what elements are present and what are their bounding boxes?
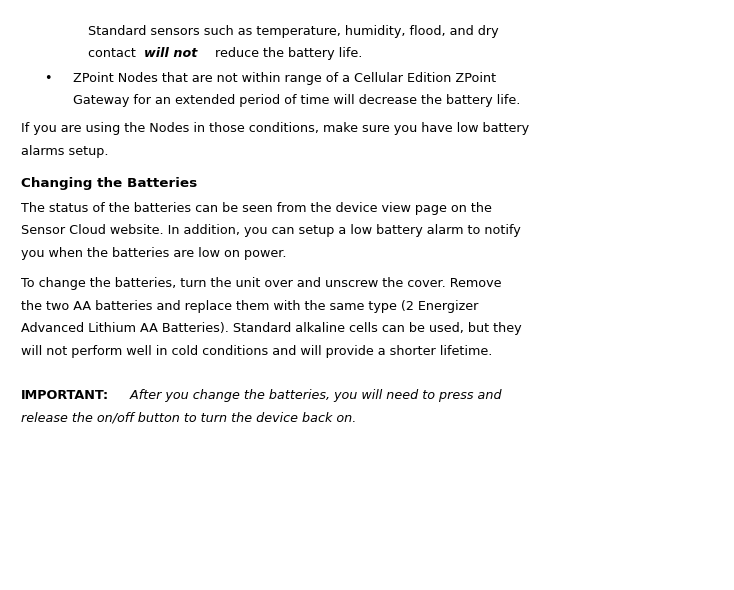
Text: the two AA batteries and replace them with the same type (2 Energizer: the two AA batteries and replace them wi… [21, 300, 478, 313]
Text: Sensor Cloud website. In addition, you can setup a low battery alarm to notify: Sensor Cloud website. In addition, you c… [21, 224, 520, 237]
Text: •: • [44, 72, 51, 85]
Text: To change the batteries, turn the unit over and unscrew the cover. Remove: To change the batteries, turn the unit o… [21, 277, 501, 290]
Text: Advanced Lithium AA Batteries). Standard alkaline cells can be used, but they: Advanced Lithium AA Batteries). Standard… [21, 322, 521, 335]
Text: alarms setup.: alarms setup. [21, 145, 108, 158]
Text: Changing the Batteries: Changing the Batteries [21, 177, 197, 190]
Text: release the on/off button to turn the device back on.: release the on/off button to turn the de… [21, 412, 356, 425]
Text: After you change the batteries, you will need to press and: After you change the batteries, you will… [126, 389, 502, 402]
Text: IMPORTANT:: IMPORTANT: [21, 389, 109, 402]
Text: will not: will not [144, 47, 197, 60]
Text: will not perform well in cold conditions and will provide a shorter lifetime.: will not perform well in cold conditions… [21, 345, 492, 358]
Text: If you are using the Nodes in those conditions, make sure you have low battery: If you are using the Nodes in those cond… [21, 122, 528, 135]
Text: you when the batteries are low on power.: you when the batteries are low on power. [21, 247, 286, 260]
Text: reduce the battery life.: reduce the battery life. [211, 47, 363, 60]
Text: The status of the batteries can be seen from the device view page on the: The status of the batteries can be seen … [21, 202, 492, 215]
Text: Gateway for an extended period of time will decrease the battery life.: Gateway for an extended period of time w… [73, 94, 521, 107]
Text: Standard sensors such as temperature, humidity, flood, and dry: Standard sensors such as temperature, hu… [88, 25, 498, 38]
Text: ZPoint Nodes that are not within range of a Cellular Edition ZPoint: ZPoint Nodes that are not within range o… [73, 72, 496, 85]
Text: contact: contact [88, 47, 140, 60]
